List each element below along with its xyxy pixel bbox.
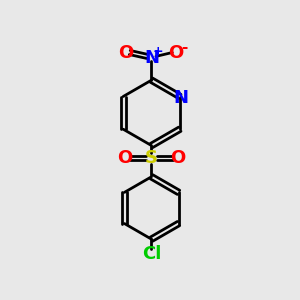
Text: S: S	[145, 149, 158, 167]
Text: N: N	[144, 49, 159, 67]
Text: O: O	[168, 44, 184, 62]
Text: Cl: Cl	[142, 245, 161, 263]
Text: O: O	[117, 149, 132, 167]
Text: +: +	[153, 45, 163, 58]
Text: N: N	[174, 89, 189, 107]
Text: O: O	[118, 44, 134, 62]
Text: O: O	[171, 149, 186, 167]
Text: -: -	[181, 40, 188, 55]
